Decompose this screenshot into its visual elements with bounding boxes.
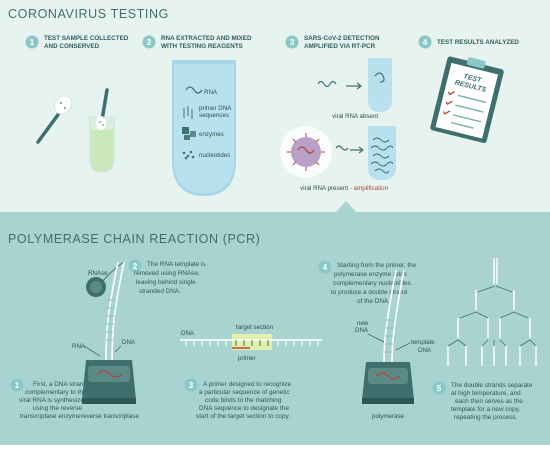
step-number-badge [432, 381, 446, 395]
step-number: 4 [323, 263, 328, 272]
clipboard-title-line: TEST [463, 73, 483, 84]
pcr-step-text: First, a DNA strand [33, 381, 87, 388]
label-primer: primer [238, 355, 256, 362]
step-number-badge [285, 35, 299, 49]
pcr-step-text: a particular sequence of genetic [199, 389, 290, 396]
pcr-step-text: The double strands separate [451, 382, 533, 389]
step-heading-line: AND CONSERVED [44, 43, 100, 50]
clipboard-illustration: TEST RESULTS [430, 56, 504, 144]
step-number: 3 [290, 38, 295, 47]
rna-present-illustration: viral RNA present - amplification [280, 126, 396, 192]
step-heading-line: TEST RESULTS ANALYZED [437, 39, 519, 46]
pcr-step-text: The RNA template is [147, 261, 206, 268]
pcr-step-text: start of the target section to copy. [196, 413, 290, 420]
pcr-step-4: 4 Starting from the primer, the polymera… [318, 260, 417, 305]
bottom-title: POLYMERASE CHAIN REACTION (PCR) [8, 232, 260, 246]
top-step-4: 4 TEST RESULTS ANALYZED [418, 35, 519, 49]
label-dna: DNA [122, 339, 136, 346]
pcr-step-text: polymerase enzyme adds [334, 271, 407, 278]
swab-illustration [36, 95, 73, 144]
top-step-1: 1 TEST SAMPLE COLLECTED AND CONSERVED [25, 35, 129, 50]
label-new-dna: new [357, 320, 369, 327]
pcr-step-text: template for a new copy, [451, 406, 520, 413]
top-step-3: 3 SARS-CoV-2 DETECTION AMPLIFIED VIA RT-… [285, 35, 380, 50]
pcr-step-text: complementary nucleotides [333, 280, 411, 287]
pcr-step-text: DNA sequence to designate the [199, 405, 289, 412]
label-new-dna-2: DNA [355, 327, 369, 334]
pcr-step-text: complementary to the [25, 389, 87, 396]
step-number: 4 [423, 38, 428, 47]
reagent-label-rna: RNA [204, 89, 218, 96]
pcr-step-text: repeating the process. [454, 414, 517, 421]
label-template-dna-2: DNA [418, 347, 432, 354]
step-heading-line: TEST SAMPLE COLLECTED [44, 35, 129, 42]
label-dna-strand: DNA [181, 330, 195, 337]
pcr-step-text: viral RNA is synthesized [19, 397, 88, 404]
step-heading-line: RNA EXTRACTED AND MIXED [161, 35, 252, 42]
reagent-label-nucleotides: nucleotides [199, 152, 230, 159]
top-title: CORONAVIRUS TESTING [8, 7, 169, 21]
step-number-badge [418, 35, 432, 49]
pcr-step-text: each then serves as the [455, 398, 523, 405]
reagent-label-enzymes: enzymes [199, 131, 224, 138]
step-number: 3 [189, 381, 194, 390]
step-heading-line: SARS-CoV-2 DETECTION [304, 35, 380, 42]
pcr-step-5: 5 The double strands separate at high te… [432, 381, 533, 421]
step-number: 2 [147, 38, 152, 47]
step-number-badge [128, 259, 142, 273]
label-rnase: RNAse [88, 270, 108, 277]
pcr-step-text: leaving behind single [136, 279, 196, 286]
step-number: 5 [437, 384, 442, 393]
step-number: 2 [133, 262, 138, 271]
reagent-label-primer: primer DNA [199, 105, 232, 112]
primer-icon [183, 106, 193, 119]
label-reverse-transcriptase: reverse transcriptase [81, 413, 139, 420]
top-step-2: 2 RNA EXTRACTED AND MIXED WITH TESTING R… [142, 35, 252, 50]
virus-icon [291, 137, 321, 167]
sample-tube-illustration [87, 88, 117, 173]
step-number-badge [184, 378, 198, 392]
pcr-step-3: 3 A primer designed to recognize a parti… [184, 378, 292, 420]
label-rna: RNA [72, 343, 86, 350]
pcr-step-text: using the reverse [33, 405, 82, 412]
pcr-step-text: stranded DNA. [139, 288, 181, 295]
step-number-badge [25, 35, 39, 49]
nucleotide-icon [182, 150, 195, 160]
step-heading-line: WITH TESTING REAGENTS [161, 43, 243, 50]
step-heading-line: AMPLIFIED VIA RT-PCR [304, 43, 376, 50]
pcr-step-text: of the DNA. [357, 298, 390, 305]
rna-icon [185, 86, 203, 94]
step-number-badge [318, 260, 332, 274]
pcr-step-text: A primer designed to recognize [203, 381, 292, 388]
label-target-section: target section [236, 324, 274, 331]
pcr-step-2: 2 The RNA template is removed using RNAs… [128, 259, 206, 295]
reagent-tube-illustration: RNA primer DNA sequences enzymes nucleot… [172, 60, 236, 196]
step-number: 1 [30, 38, 35, 47]
amplification-label: amplification [354, 185, 389, 192]
label-polymerase: polymerase [372, 413, 405, 420]
pcr-step-text: at high temperature, and [451, 390, 521, 397]
dna-replication-tree [447, 258, 537, 366]
pcr-step-text: to produce a double strand [331, 289, 407, 296]
rna-absent-illustration: viral RNA absent [317, 58, 392, 120]
step-number-badge [10, 378, 24, 392]
pcr-step-1: 1 First, a DNA strand complementary to t… [10, 378, 88, 420]
pcr-step-text: removed using RNAse, [134, 270, 200, 277]
reagent-label-primer-2: sequences [199, 112, 229, 119]
reverse-transcriptase-illustration: RNAse RNA DNA reverse transcriptase [72, 261, 139, 420]
target-section-illustration: DNA target section primer [180, 324, 322, 362]
viral-rna-present-label: viral RNA present - amplification [300, 185, 389, 192]
label-template-dna: template [411, 339, 435, 346]
polymerase-illustration: new DNA template DNA polymerase [355, 269, 435, 420]
viral-rna-absent-label: viral RNA absent [332, 113, 378, 120]
step-number-badge [142, 35, 156, 49]
pcr-step-text: transcriptase enzyme. [20, 413, 83, 420]
pcr-step-text: Starting from the primer, the [337, 262, 417, 269]
step-number: 1 [15, 381, 20, 390]
enzyme-icon [182, 127, 196, 140]
pcr-step-text: code binds to the matching [205, 397, 282, 404]
